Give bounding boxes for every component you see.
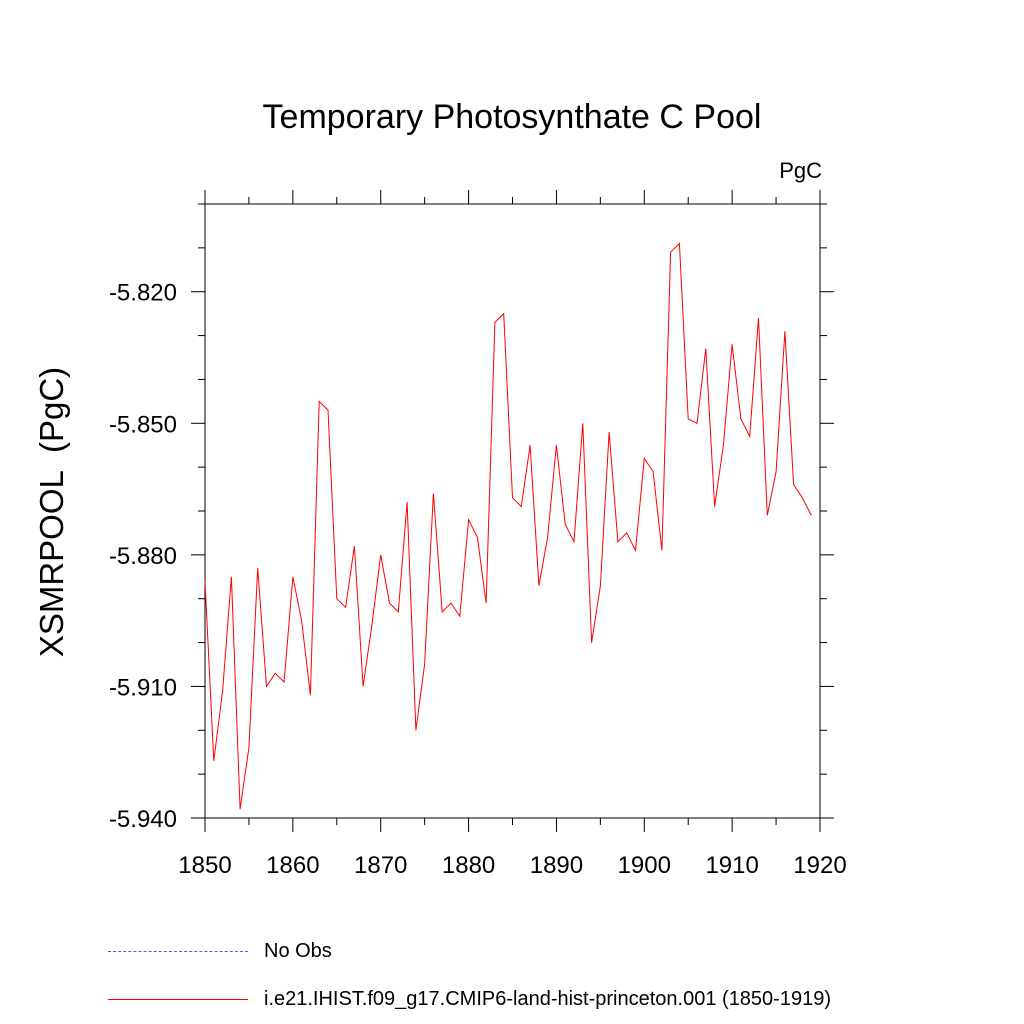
y-tick-label: -5.850 <box>109 411 177 438</box>
legend-swatch-solid <box>108 999 248 1001</box>
y-tick-label: -5.910 <box>109 674 177 701</box>
y-tick-label: -5.820 <box>109 280 177 307</box>
legend-item-model: i.e21.IHIST.f09_g17.CMIP6-land-hist-prin… <box>108 988 831 1011</box>
series-line <box>204 242 812 810</box>
x-tick-label: 1910 <box>705 852 758 879</box>
legend-swatch-dashed <box>108 951 248 953</box>
plot-frame <box>204 203 821 819</box>
legend-label-obs: No Obs <box>264 940 332 962</box>
y-tick-label: -5.940 <box>109 806 177 833</box>
x-tick-label: 1890 <box>530 852 583 879</box>
legend-label-model: i.e21.IHIST.f09_g17.CMIP6-land-hist-prin… <box>264 988 831 1010</box>
x-tick-label: 1850 <box>178 852 231 879</box>
legend-item-obs: No Obs <box>108 940 332 963</box>
x-tick-label: 1880 <box>442 852 495 879</box>
x-tick-label: 1900 <box>618 852 671 879</box>
x-tick-label: 1860 <box>266 852 319 879</box>
chart-title: Temporary Photosynthate C Pool <box>262 98 762 136</box>
x-tick-label: 1870 <box>354 852 407 879</box>
y-tick-label: -5.880 <box>109 543 177 570</box>
x-tick-label: 1920 <box>793 852 846 879</box>
units-label: PgC <box>779 158 822 183</box>
